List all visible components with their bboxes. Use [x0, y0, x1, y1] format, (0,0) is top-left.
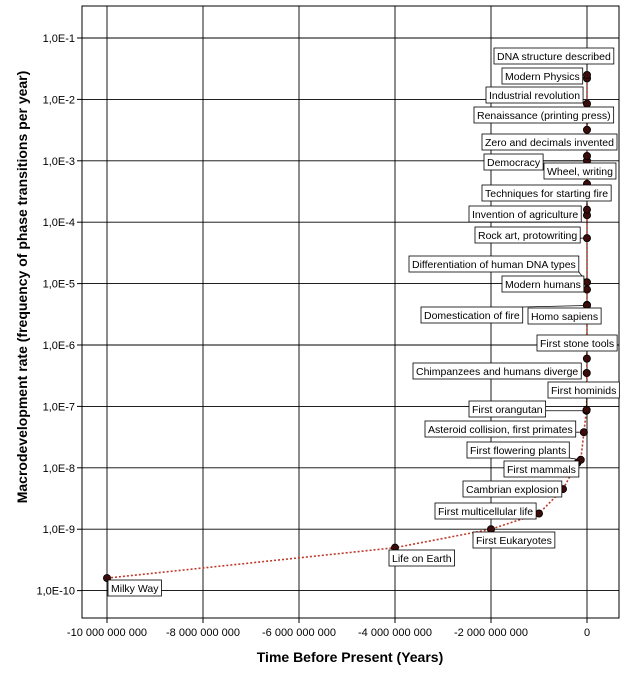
- data-label-box: [468, 205, 582, 223]
- data-label-box: [483, 153, 544, 171]
- data-label-box: [481, 184, 612, 202]
- data-label: First mammals: [507, 464, 576, 476]
- data-label: Differentiation of human DNA types: [412, 259, 576, 271]
- data-point: [582, 405, 591, 414]
- y-tick-label: 1,0E-7: [43, 401, 75, 413]
- y-tick-label: 1,0E-1: [43, 33, 75, 45]
- x-tick-label: 0: [584, 627, 590, 639]
- data-label: First stone tools: [540, 338, 614, 350]
- data-label: First Eukaryotes: [476, 535, 552, 547]
- y-tick-label: 1,0E-10: [36, 586, 75, 598]
- data-point: [582, 285, 591, 294]
- data-label-box: [536, 334, 618, 352]
- data-label: Industrial revolution: [489, 90, 580, 102]
- data-label: First multicellular life: [438, 506, 533, 518]
- data-point: [582, 368, 591, 377]
- y-tick-label: 1,0E-2: [43, 94, 75, 106]
- data-point: [583, 125, 592, 134]
- data-label: Modern humans: [505, 279, 581, 291]
- data-point: [583, 70, 592, 79]
- data-point: [582, 354, 591, 363]
- data-label-box: [543, 162, 617, 180]
- x-tick-label: -8 000 000 000: [166, 627, 240, 639]
- data-point: [579, 428, 588, 437]
- x-tick-label: -4 000 000 000: [358, 627, 432, 639]
- data-label-box: [466, 441, 570, 459]
- data-point: [583, 99, 592, 108]
- data-label: Modern Physics: [505, 71, 580, 83]
- y-tick-label: 1,0E-3: [43, 156, 75, 168]
- data-label-box: [485, 86, 584, 104]
- y-tick-label: 1,0E-8: [43, 463, 75, 475]
- data-label-box: [474, 226, 581, 244]
- data-label-box: [527, 307, 602, 325]
- data-point: [582, 205, 591, 214]
- data-label: Renaissance (printing press): [477, 110, 611, 122]
- y-tick-label: 1,0E-4: [43, 217, 75, 229]
- data-label-box: [473, 106, 615, 124]
- x-tick-label: -10 000 000 000: [67, 627, 147, 639]
- data-label-box: [412, 362, 582, 380]
- y-tick-label: 1,0E-5: [43, 279, 75, 291]
- data-label-box: [547, 381, 620, 399]
- x-tick-label: -2 000 000 000: [454, 627, 528, 639]
- data-label: Milky Way: [111, 583, 159, 595]
- data-label: Wheel, writing: [547, 166, 613, 178]
- data-label-box: [388, 549, 455, 567]
- y-axis-ticks: 1,0E-1 1,0E-2 1,0E-3 1,0E-4 1,0E-5 1,0E-6 1,0E…: [36, 33, 82, 598]
- data-label-box: [434, 502, 537, 520]
- data-point: [582, 151, 591, 160]
- y-tick-label: 1,0E-9: [43, 524, 75, 536]
- data-label: Democracy: [487, 157, 541, 169]
- data-label: First flowering plants: [470, 445, 566, 457]
- data-label: Life on Earth: [392, 553, 452, 565]
- data-label-box: [503, 460, 580, 478]
- data-label-box: [408, 255, 580, 273]
- data-label: Rock art, protowriting: [478, 230, 577, 242]
- data-label: Domestication of fire: [424, 310, 520, 322]
- data-label: Cambrian explosion: [466, 484, 559, 496]
- data-label: Homo sapiens: [531, 311, 598, 323]
- data-label-box: [424, 420, 577, 438]
- data-label: Techniques for starting fire: [485, 188, 608, 200]
- data-label-box: [493, 47, 615, 65]
- data-label: Asteroid collision, first primates: [428, 424, 573, 436]
- data-label: Chimpanzees and humans diverge: [416, 366, 578, 378]
- data-label-box: [501, 275, 585, 293]
- data-label-box: [107, 579, 162, 597]
- data-label-box: [472, 531, 556, 549]
- data-point: [582, 234, 591, 243]
- data-label-box: [501, 67, 584, 85]
- data-label-box: [462, 480, 563, 498]
- data-label: First orangutan: [472, 404, 543, 416]
- data-label: First hominids: [551, 385, 616, 397]
- data-label-box: [481, 133, 618, 151]
- data-label: Invention of agriculture: [472, 209, 578, 221]
- data-label-box: [468, 400, 547, 418]
- data-point: [582, 278, 591, 287]
- y-axis-title: Macrodevelopment rate (frequency of phas…: [14, 71, 30, 504]
- x-axis-title: Time Before Present (Years): [257, 649, 444, 665]
- data-label: DNA structure described: [497, 51, 611, 63]
- y-tick-label: 1,0E-6: [43, 340, 75, 352]
- x-axis-ticks: -10 000 000 000 -8 000 000 000 -6 000 000 …: [67, 618, 590, 639]
- data-label: Zero and decimals invented: [485, 137, 614, 149]
- x-tick-label: -6 000 000 000: [262, 627, 336, 639]
- data-label-box: [420, 306, 524, 324]
- data-labels: Milky Way Life on Earth First Eukaryotes Fi…: [107, 47, 620, 597]
- label-leader-line: [522, 305, 587, 308]
